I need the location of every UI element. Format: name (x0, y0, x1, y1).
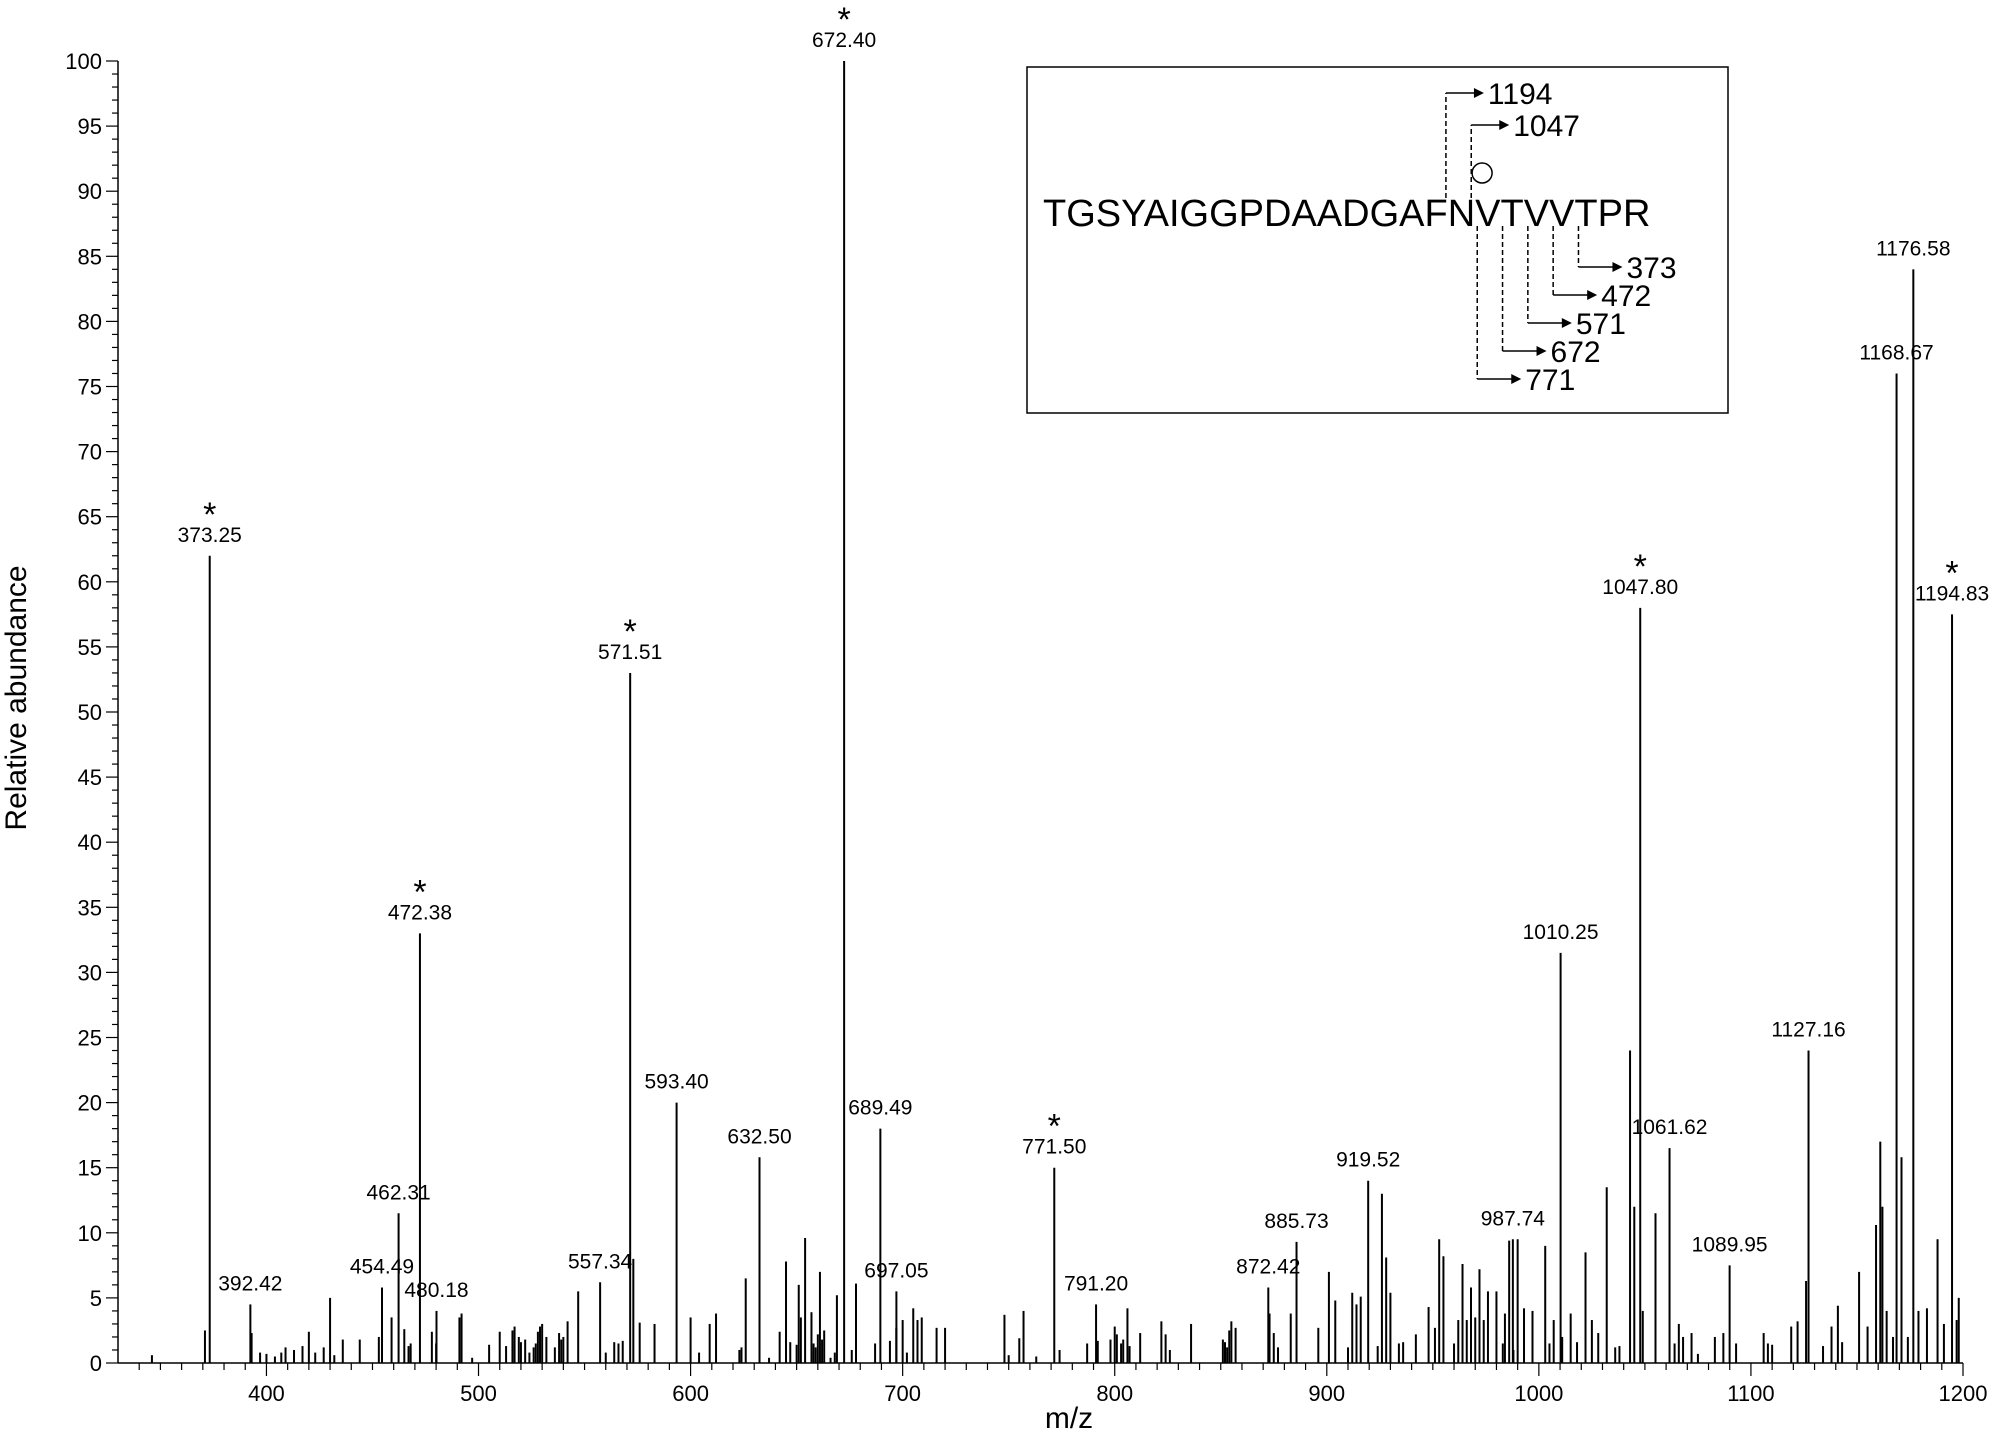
y-tick-label: 65 (78, 505, 102, 530)
c-terminal-ion-label: 771 (1525, 364, 1575, 397)
c-terminal-ion-label: 373 (1626, 252, 1676, 285)
y-tick-label: 15 (78, 1156, 102, 1181)
y-tick-label: 55 (78, 635, 102, 660)
peak-label: 1168.67 (1859, 341, 1933, 364)
star-marker: * (1945, 554, 1958, 592)
star-marker: * (1048, 1108, 1061, 1146)
star-marker: * (624, 613, 637, 651)
y-tick-label: 10 (78, 1221, 102, 1246)
peak-label: 1176.58 (1876, 237, 1950, 260)
peak-label: 987.74 (1481, 1207, 1546, 1230)
fragment-arrow (1502, 346, 1547, 356)
peak-label: 872.42 (1236, 1255, 1300, 1278)
x-tick-label: 1200 (1939, 1381, 1988, 1406)
peak-label: 672.40 (812, 29, 876, 52)
y-tick-label: 25 (78, 1026, 102, 1051)
peak-label: 557.34 (568, 1250, 633, 1273)
c-terminal-ion-label: 472 (1601, 280, 1651, 313)
x-tick-label: 1000 (1514, 1381, 1563, 1406)
fragment-arrow (1527, 318, 1572, 328)
fragment-arrow (1471, 120, 1510, 130)
peak-label: 593.40 (644, 1071, 708, 1094)
peak-label: 462.31 (366, 1181, 430, 1204)
y-tick-label: 40 (78, 830, 102, 855)
y-tick-label: 95 (78, 114, 102, 139)
peak-label: 1127.16 (1771, 1019, 1845, 1042)
y-tick-label: 0 (90, 1351, 102, 1376)
peak-label: 1194.83 (1915, 582, 1989, 605)
peak-label: 472.38 (388, 901, 452, 924)
peak-label: 697.05 (864, 1259, 928, 1282)
x-tick-label: 800 (1096, 1381, 1133, 1406)
c-terminal-ion-label: 571 (1576, 308, 1626, 341)
y-axis-title: Relative abundance (0, 565, 33, 830)
peak-label: 392.42 (218, 1272, 282, 1295)
y-tick-label: 45 (78, 765, 102, 790)
inset-box (1026, 66, 1729, 414)
y-tick-label: 30 (78, 960, 102, 985)
y-tick-label: 70 (78, 440, 102, 465)
star-marker: * (413, 873, 426, 911)
x-tick-label: 400 (248, 1381, 285, 1406)
y-tick-label: 75 (78, 375, 102, 400)
peak-label: 791.20 (1064, 1272, 1128, 1295)
glycosylation-marker (1471, 162, 1493, 184)
y-tick-label: 85 (78, 244, 102, 269)
x-tick-label: 600 (672, 1381, 709, 1406)
peak-label: 373.25 (178, 524, 242, 547)
peak-label: 1047.80 (1602, 576, 1678, 599)
peak-label: 689.49 (848, 1097, 912, 1120)
peak-label: 885.73 (1264, 1210, 1328, 1233)
peak-label: 632.50 (727, 1125, 791, 1148)
peak-label: 771.50 (1022, 1136, 1086, 1159)
fragment-arrow (1477, 374, 1522, 384)
x-tick-label: 500 (460, 1381, 497, 1406)
fragment-arrow (1578, 262, 1623, 272)
y-tick-label: 90 (78, 179, 102, 204)
y-tick-label: 35 (78, 895, 102, 920)
peak-label: 571.51 (598, 641, 662, 664)
y-tick-label: 100 (65, 49, 102, 74)
x-axis-title: m/z (1045, 1402, 1093, 1435)
peak-label: 919.52 (1336, 1149, 1400, 1172)
y-tick-label: 60 (78, 570, 102, 595)
y-tick-label: 5 (90, 1286, 102, 1311)
y-tick-label: 50 (78, 700, 102, 725)
y-tick-label: 80 (78, 309, 102, 334)
peak-label: 480.18 (404, 1279, 468, 1302)
peak-label: 1089.95 (1692, 1233, 1768, 1256)
star-marker: * (203, 496, 216, 534)
n-terminal-ion-label: 1194 (1488, 78, 1553, 111)
fragment-arrow (1553, 290, 1598, 300)
x-tick-label: 1100 (1727, 1381, 1774, 1406)
peptide-sequence: TGSYAIGGPDAADGAFNVTVVTPR (1043, 193, 1650, 235)
star-marker: * (838, 1, 851, 39)
y-tick-label: 20 (78, 1091, 102, 1116)
x-tick-label: 700 (884, 1381, 921, 1406)
peak-label: 454.49 (350, 1255, 414, 1278)
x-tick-label: 900 (1308, 1381, 1345, 1406)
peak-label: 1061.62 (1632, 1116, 1708, 1139)
c-terminal-ion-label: 672 (1551, 336, 1601, 369)
n-terminal-ion-label: 1047 (1513, 110, 1580, 143)
fragment-arrow (1445, 88, 1484, 98)
peak-label: 1010.25 (1523, 921, 1599, 944)
star-marker: * (1634, 548, 1647, 586)
